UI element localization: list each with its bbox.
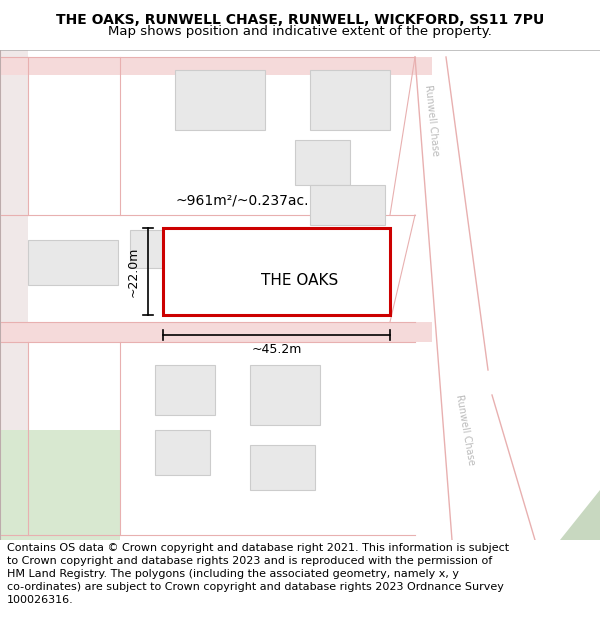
Bar: [0, 430, 120, 540]
Bar: [163, 228, 390, 315]
Bar: [245, 240, 355, 300]
Bar: [310, 185, 385, 225]
Bar: [155, 430, 210, 475]
Text: Runwell Chase: Runwell Chase: [423, 84, 441, 156]
Text: ~45.2m: ~45.2m: [251, 343, 302, 356]
Bar: [130, 230, 175, 268]
Text: ~961m²/~0.237ac.: ~961m²/~0.237ac.: [176, 193, 309, 207]
Bar: [155, 365, 215, 415]
Bar: [0, 322, 432, 342]
Text: THE OAKS, RUNWELL CHASE, RUNWELL, WICKFORD, SS11 7PU: THE OAKS, RUNWELL CHASE, RUNWELL, WICKFO…: [56, 12, 544, 26]
Text: Contains OS data © Crown copyright and database right 2021. This information is : Contains OS data © Crown copyright and d…: [7, 542, 509, 606]
Bar: [295, 140, 350, 185]
Bar: [28, 240, 118, 285]
Polygon shape: [560, 490, 600, 540]
Bar: [310, 70, 390, 130]
Text: THE OAKS: THE OAKS: [260, 272, 338, 288]
Bar: [0, 57, 432, 75]
Bar: [0, 50, 28, 540]
Text: Map shows position and indicative extent of the property.: Map shows position and indicative extent…: [108, 24, 492, 38]
Bar: [175, 70, 265, 130]
Text: Runwell Chase: Runwell Chase: [454, 394, 476, 466]
Bar: [250, 445, 315, 490]
Text: ~22.0m: ~22.0m: [127, 246, 140, 297]
Bar: [250, 365, 320, 425]
